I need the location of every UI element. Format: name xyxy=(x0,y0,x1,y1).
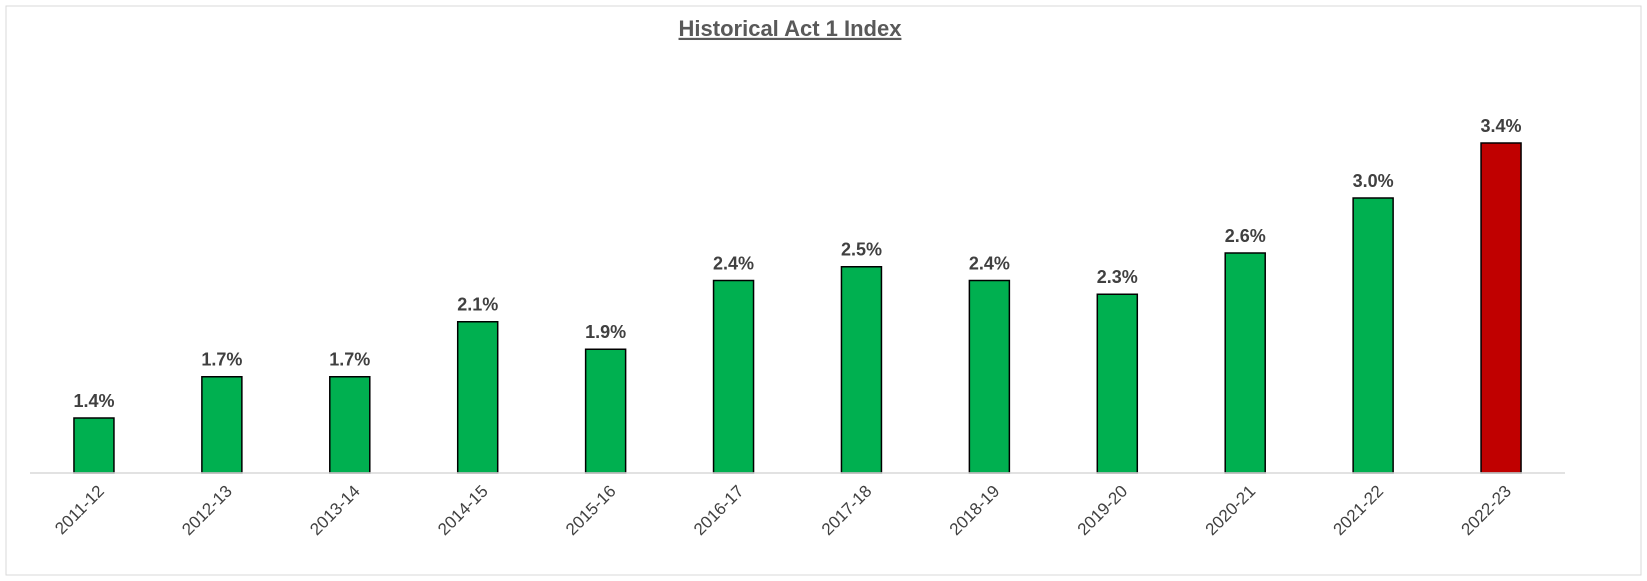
data-label: 2.1% xyxy=(457,295,498,315)
bar xyxy=(1480,142,1522,474)
data-label: 2.5% xyxy=(841,240,882,260)
bar xyxy=(1224,252,1266,474)
data-label: 3.4% xyxy=(1481,116,1522,136)
bar xyxy=(456,321,499,474)
data-label: 1.4% xyxy=(73,391,114,411)
data-label: 2.4% xyxy=(969,253,1010,273)
data-label: 3.0% xyxy=(1353,171,1394,191)
data-label: 2.6% xyxy=(1225,226,1266,246)
data-label: 1.7% xyxy=(201,350,242,370)
bar xyxy=(1352,197,1394,474)
bar xyxy=(201,376,243,474)
bar xyxy=(712,279,755,474)
data-label: 2.4% xyxy=(713,253,754,273)
chart-title: Historical Act 1 Index xyxy=(679,16,903,41)
data-label: 1.7% xyxy=(329,350,370,370)
bar xyxy=(584,348,627,474)
data-label: 2.3% xyxy=(1097,267,1138,287)
bar xyxy=(840,266,883,474)
bar xyxy=(329,376,371,474)
data-label: 1.9% xyxy=(585,322,626,342)
chart-border xyxy=(5,5,1642,576)
bar xyxy=(73,417,115,474)
bar xyxy=(1096,293,1139,474)
bar xyxy=(968,279,1011,474)
